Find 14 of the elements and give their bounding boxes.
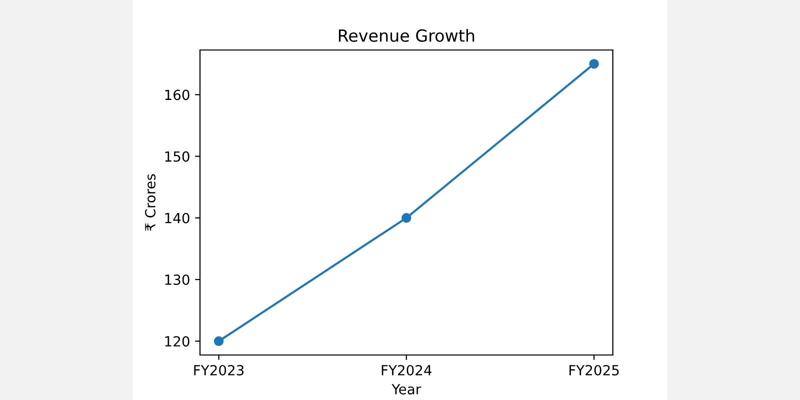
point: [589, 59, 599, 69]
x-tick-label: FY2024: [382, 364, 432, 376]
point: [402, 213, 412, 223]
point: [214, 336, 224, 346]
x-tick-label: FY2023: [194, 364, 244, 376]
y-tick-label: 150: [165, 151, 190, 162]
y-tick-label: 130: [165, 274, 190, 285]
x-tick-label: FY2025: [569, 364, 619, 376]
x-axis-title: Year: [392, 384, 422, 394]
y-tick-label: 140: [165, 212, 190, 224]
y-axis-title: ₹ Crores: [145, 174, 156, 231]
y-tick-label: 160: [165, 90, 190, 100]
y-tick-label: 120: [165, 336, 190, 347]
chart-title: Revenue Growth: [338, 29, 474, 42]
